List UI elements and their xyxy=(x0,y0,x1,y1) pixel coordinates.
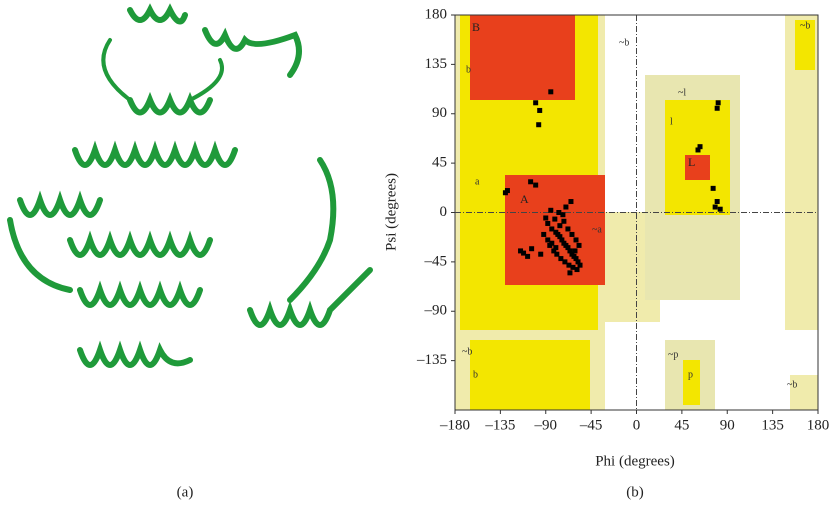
residue-point xyxy=(557,223,563,229)
residue-point xyxy=(574,267,580,273)
residue-point xyxy=(717,206,723,212)
residue-point xyxy=(565,245,571,251)
residue-point xyxy=(565,226,571,232)
residue-point xyxy=(537,107,543,113)
y-tick-label: –135 xyxy=(416,352,447,368)
region-label: ~b xyxy=(800,20,810,31)
residue-point xyxy=(714,105,720,111)
residue-point xyxy=(576,242,582,248)
residue-point xyxy=(518,248,524,254)
x-tick-label: –135 xyxy=(484,417,515,433)
residue-point xyxy=(521,250,527,256)
region-label: ~b xyxy=(462,346,472,357)
residue-point xyxy=(548,89,554,95)
y-tick-label: 135 xyxy=(425,56,448,72)
residue-point xyxy=(561,218,567,224)
regions xyxy=(454,14,819,411)
y-tick-label: –90 xyxy=(424,303,448,319)
residue-point xyxy=(710,185,716,191)
residue-point xyxy=(552,216,558,222)
residue-point xyxy=(545,237,551,243)
residue-point xyxy=(551,248,557,254)
residue-point xyxy=(558,256,564,262)
region-label: ~b xyxy=(619,37,629,48)
residue-point xyxy=(536,122,542,128)
residue-point xyxy=(566,262,572,268)
y-tick-label: 180 xyxy=(425,6,448,22)
residue-point xyxy=(560,212,566,218)
residue-point xyxy=(504,188,510,194)
residue-point xyxy=(557,234,563,240)
protein-ribbon xyxy=(7,3,373,368)
residue-point xyxy=(538,251,544,257)
x-tick-label: –45 xyxy=(579,417,603,433)
residue-point xyxy=(543,215,549,221)
residue-point xyxy=(567,270,573,276)
residue-point xyxy=(541,231,547,237)
x-tick-label: –90 xyxy=(534,417,558,433)
residue-point xyxy=(577,262,583,268)
panel-label: (a) xyxy=(177,484,194,500)
residue-point xyxy=(714,199,720,205)
region-label: B xyxy=(472,20,480,34)
residue-point xyxy=(697,144,703,150)
x-axis-label: Phi (degrees) xyxy=(595,453,675,469)
panel-label: (b) xyxy=(626,484,644,500)
region-label: L xyxy=(688,155,695,169)
x-tick-label: 135 xyxy=(761,417,784,433)
residue-point xyxy=(570,264,576,270)
x-tick-label: 45 xyxy=(674,417,689,433)
region-label: l xyxy=(670,116,673,127)
residue-point xyxy=(548,207,554,213)
residue-point xyxy=(529,246,535,252)
region-label: ~p xyxy=(668,349,678,360)
residue-point xyxy=(712,204,718,210)
residue-point xyxy=(573,256,579,262)
residue-point xyxy=(553,245,559,251)
y-tick-label: 90 xyxy=(432,105,447,121)
region-label: ~a xyxy=(592,224,602,235)
residue-point xyxy=(549,240,555,246)
residue-point xyxy=(559,237,565,243)
residue-point xyxy=(575,259,581,265)
region-label: a xyxy=(475,176,480,187)
residue-point xyxy=(569,231,575,237)
residue-point xyxy=(528,179,534,185)
region-label: A xyxy=(520,192,529,206)
residue-point xyxy=(563,204,569,210)
region-label: p xyxy=(688,369,693,380)
residue-point xyxy=(556,210,562,215)
x-tick-label: 90 xyxy=(720,417,735,433)
residue-point xyxy=(715,100,721,106)
residue-point xyxy=(562,259,568,265)
region-label: b xyxy=(466,64,471,75)
residue-point xyxy=(545,220,551,226)
x-tick-label: –180 xyxy=(439,417,470,433)
residue-point xyxy=(568,199,574,205)
y-tick-label: –45 xyxy=(424,253,448,269)
residue-point xyxy=(573,237,579,243)
residue-point xyxy=(525,253,531,259)
region-label: ~b xyxy=(787,379,797,390)
x-tick-label: 0 xyxy=(633,417,641,433)
x-tick-label: 180 xyxy=(807,417,830,433)
y-axis-label: Psi (degrees) xyxy=(383,173,399,251)
region-label: ~l xyxy=(678,87,686,98)
residue-point xyxy=(533,182,539,188)
residue-point xyxy=(572,248,578,254)
y-tick-label: 45 xyxy=(432,155,447,171)
residue-point xyxy=(554,251,560,257)
residue-point xyxy=(695,147,701,153)
residue-point xyxy=(567,248,573,254)
residue-point xyxy=(549,226,555,232)
region-label: b xyxy=(473,369,478,380)
residue-point xyxy=(533,100,539,106)
y-tick-label: 0 xyxy=(440,204,448,220)
